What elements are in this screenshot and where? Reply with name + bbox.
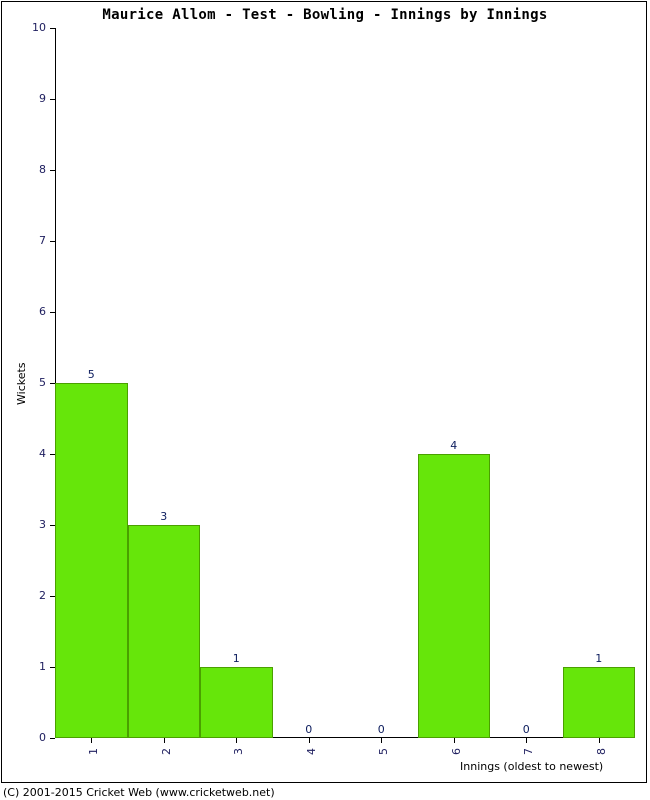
x-tick-label: 5 xyxy=(377,748,390,755)
x-tick-label: 2 xyxy=(160,748,173,755)
y-tick xyxy=(50,28,55,29)
y-tick xyxy=(50,312,55,313)
bar-value-label: 3 xyxy=(128,510,201,523)
x-tick xyxy=(309,738,310,743)
y-tick-label: 8 xyxy=(16,163,46,176)
x-tick-label: 4 xyxy=(305,748,318,755)
y-tick-label: 9 xyxy=(16,92,46,105)
x-axis-label: Innings (oldest to newest) xyxy=(460,760,635,773)
credit-text: (C) 2001-2015 Cricket Web (www.cricketwe… xyxy=(3,786,275,799)
y-tick xyxy=(50,170,55,171)
bar-value-label: 0 xyxy=(490,723,563,736)
bar xyxy=(563,667,636,738)
x-tick xyxy=(526,738,527,743)
y-tick xyxy=(50,738,55,739)
y-tick xyxy=(50,99,55,100)
x-tick xyxy=(381,738,382,743)
bar-value-label: 5 xyxy=(55,368,128,381)
bar-value-label: 1 xyxy=(200,652,273,665)
x-tick-label: 1 xyxy=(87,748,100,755)
x-tick xyxy=(164,738,165,743)
y-tick-label: 4 xyxy=(16,447,46,460)
y-tick-label: 0 xyxy=(16,731,46,744)
y-tick xyxy=(50,241,55,242)
bar xyxy=(200,667,273,738)
y-tick-label: 1 xyxy=(16,660,46,673)
y-axis-label: Wickets xyxy=(15,362,28,405)
x-tick-label: 3 xyxy=(232,748,245,755)
chart-title: Maurice Allom - Test - Bowling - Innings… xyxy=(0,7,650,23)
x-tick xyxy=(599,738,600,743)
x-tick xyxy=(236,738,237,743)
y-tick-label: 10 xyxy=(16,21,46,34)
bar-value-label: 4 xyxy=(418,439,491,452)
y-tick-label: 6 xyxy=(16,305,46,318)
y-tick-label: 2 xyxy=(16,589,46,602)
x-tick xyxy=(91,738,92,743)
y-tick-label: 3 xyxy=(16,518,46,531)
bar xyxy=(418,454,491,738)
x-tick-label: 7 xyxy=(522,748,535,755)
x-tick xyxy=(454,738,455,743)
y-tick-label: 7 xyxy=(16,234,46,247)
plot-area: 012345678910Wickets5132130405460718Innin… xyxy=(55,28,635,738)
bar-value-label: 1 xyxy=(563,652,636,665)
bar xyxy=(55,383,128,738)
x-tick-label: 8 xyxy=(595,748,608,755)
bar-value-label: 0 xyxy=(273,723,346,736)
x-tick-label: 6 xyxy=(450,748,463,755)
bar xyxy=(128,525,201,738)
bar-value-label: 0 xyxy=(345,723,418,736)
